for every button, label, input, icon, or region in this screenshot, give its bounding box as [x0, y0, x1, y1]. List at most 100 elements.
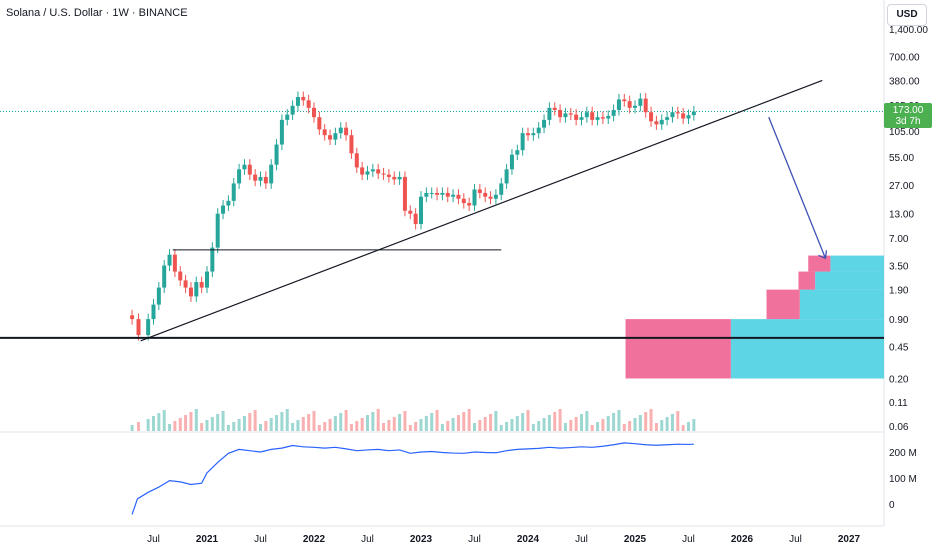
volume-profile-up-bar — [730, 319, 884, 379]
candle — [670, 112, 675, 118]
candle — [451, 194, 456, 197]
volume-bar — [408, 425, 412, 431]
volume-bar — [606, 416, 610, 431]
volume-bar — [489, 414, 493, 431]
volume-bar — [296, 420, 300, 431]
volume-bar — [237, 419, 241, 431]
volume-bar — [301, 417, 305, 431]
candle — [649, 112, 654, 122]
candle — [531, 133, 536, 136]
candle — [146, 319, 151, 336]
candle — [493, 194, 498, 199]
volume-bar — [226, 425, 230, 431]
volume-bar — [221, 411, 225, 431]
volume-bar — [285, 409, 289, 431]
volume-bar — [446, 421, 450, 431]
candle — [579, 117, 584, 120]
candle — [156, 287, 161, 305]
volume-bar — [253, 410, 257, 431]
volume-bar — [462, 412, 466, 431]
candle — [130, 315, 135, 320]
time-tick-label: Jul — [361, 534, 374, 545]
volume-bar — [360, 418, 364, 431]
candle — [547, 107, 552, 120]
price-tick-label: 0.20 — [889, 374, 909, 385]
candle — [392, 176, 397, 180]
volume-profile-down-bar — [625, 319, 731, 379]
candle — [627, 101, 632, 108]
candle — [526, 133, 530, 136]
volume-bar — [505, 422, 509, 431]
trend-line — [140, 79, 823, 342]
candle — [435, 192, 440, 195]
candle — [285, 114, 290, 120]
price-tick-label: 7.00 — [889, 234, 909, 245]
volume-bar — [574, 417, 578, 431]
candle — [606, 115, 611, 119]
candle — [616, 99, 621, 110]
volume-bar — [387, 420, 391, 431]
time-tick-label: 2027 — [838, 534, 861, 545]
candle — [509, 154, 514, 170]
candle — [477, 189, 482, 193]
price-tick-label: 3.50 — [889, 261, 909, 272]
forecast-arrowhead — [818, 250, 828, 260]
candle — [536, 127, 541, 134]
volume-bar — [205, 420, 209, 431]
volume-bar — [569, 420, 573, 431]
time-tick-label: 2021 — [196, 534, 219, 545]
time-tick-label: Jul — [575, 534, 588, 545]
volume-bar — [580, 414, 583, 431]
candle — [558, 109, 563, 118]
time-tick-label: 2024 — [517, 534, 540, 545]
volume-bar — [692, 419, 696, 431]
volume-bar — [403, 411, 407, 431]
volume-bar — [687, 422, 690, 431]
candle — [429, 192, 434, 194]
volume-bar — [628, 421, 632, 431]
candle — [483, 192, 488, 197]
volume-bar — [483, 417, 487, 431]
candle — [675, 112, 680, 114]
volume-bar — [333, 416, 337, 431]
candle — [194, 282, 199, 297]
candle — [419, 196, 423, 225]
candle — [312, 107, 316, 118]
candle — [237, 169, 242, 184]
volume-bar — [665, 417, 669, 431]
candle — [659, 119, 664, 125]
candle — [210, 247, 215, 272]
volume-bar — [184, 415, 188, 431]
candle — [665, 117, 670, 120]
volume-bar — [612, 413, 616, 431]
candle — [488, 196, 493, 199]
volume-bar — [526, 410, 530, 431]
volume-bar — [157, 413, 161, 431]
volume-bar — [344, 410, 348, 431]
candle — [622, 99, 627, 102]
bar-countdown: 3d 7h — [895, 116, 921, 127]
candle — [681, 113, 686, 119]
candle — [413, 213, 418, 225]
volume-bar — [371, 412, 375, 431]
volume-bar — [291, 423, 295, 431]
volume-bar — [622, 424, 626, 431]
candle — [215, 213, 220, 248]
candle — [253, 174, 258, 181]
candle — [461, 198, 466, 204]
volume-bar — [162, 410, 166, 431]
volume-bar — [248, 413, 252, 431]
volume-bar — [542, 418, 546, 431]
candle — [568, 113, 573, 115]
volume-bar — [376, 409, 380, 431]
currency-selector[interactable]: USD — [887, 4, 927, 26]
price-tick-label: 0.90 — [889, 315, 909, 326]
candle — [686, 115, 691, 119]
candle — [408, 210, 413, 214]
volume-bar — [649, 409, 653, 431]
candle — [205, 271, 209, 288]
volume-bar — [307, 414, 311, 431]
volume-indicator-line — [131, 442, 694, 515]
